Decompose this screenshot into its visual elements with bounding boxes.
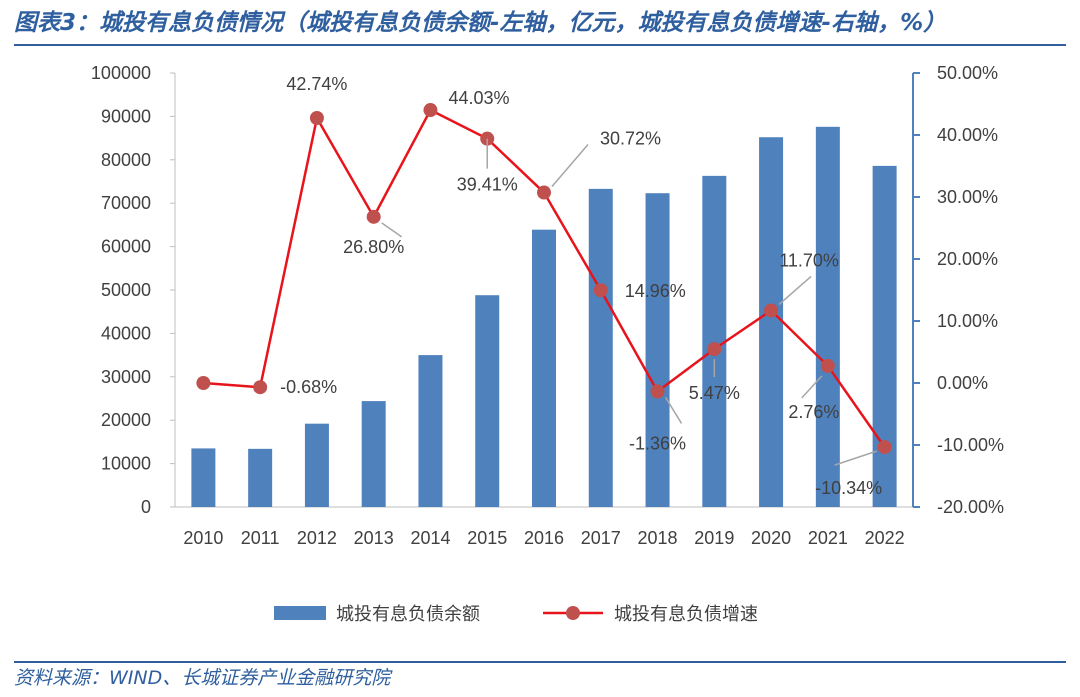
x-axis-tick-label: 2021: [808, 528, 848, 548]
x-axis-tick-label: 2012: [297, 528, 337, 548]
data-label: -0.68%: [280, 377, 337, 397]
data-label: 2.76%: [788, 402, 839, 422]
legend-label-bars: 城投有息负债余额: [336, 604, 480, 625]
right-axis-tick-label: 30.00%: [937, 187, 998, 207]
data-label: 11.70%: [779, 250, 839, 270]
x-axis-tick-label: 2010: [183, 528, 223, 548]
bar: [191, 448, 216, 507]
growth-point: [366, 209, 381, 224]
growth-point: [480, 131, 495, 146]
data-label: 26.80%: [343, 237, 404, 257]
bar: [759, 137, 784, 507]
left-axis-tick-label: 50000: [101, 280, 151, 300]
data-label-leader: [551, 144, 589, 188]
growth-point: [593, 283, 608, 298]
left-axis-tick-label: 70000: [101, 193, 151, 213]
growth-point: [309, 111, 324, 126]
bar: [815, 126, 840, 507]
bar: [475, 295, 500, 507]
growth-point: [650, 384, 665, 399]
legend-swatch-bars: [274, 606, 326, 620]
title-rule: [14, 44, 1066, 46]
bar: [361, 401, 386, 507]
growth-point: [196, 376, 211, 390]
left-axis-tick-label: 100000: [91, 63, 151, 83]
bar: [248, 448, 273, 507]
x-axis-tick-label: 2016: [524, 528, 564, 548]
growth-point: [707, 342, 722, 357]
x-axis-tick-label: 2022: [865, 528, 905, 548]
right-axis-tick-label: 40.00%: [937, 125, 998, 145]
data-label-leader: [381, 222, 403, 238]
right-axis-tick-label: 20.00%: [937, 249, 998, 269]
bar: [588, 188, 613, 508]
x-axis-tick-label: 2017: [581, 528, 621, 548]
bar: [532, 229, 556, 507]
data-label: 39.41%: [457, 175, 518, 195]
left-axis-tick-label: 90000: [101, 106, 151, 126]
source-note: 资料来源：WIND、长城证券产业金融研究院: [14, 667, 391, 689]
left-axis-tick-label: 0: [141, 497, 151, 517]
growth-point: [537, 185, 551, 200]
left-axis-tick-label: 20000: [101, 410, 151, 430]
right-axis-tick-label: -20.00%: [937, 497, 1004, 517]
x-axis-tick-label: 2019: [694, 528, 734, 548]
data-label: 5.47%: [689, 383, 740, 403]
data-label-leader: [834, 450, 877, 466]
x-axis-tick-label: 2020: [751, 528, 791, 548]
x-axis-tick-label: 2013: [354, 528, 394, 548]
x-axis-tick-label: 2018: [638, 528, 678, 548]
right-axis-tick-label: 0.00%: [937, 373, 988, 393]
left-axis-tick-label: 80000: [101, 150, 151, 170]
data-label-leader: [778, 275, 812, 306]
legend-label-line: 城投有息负债增速: [614, 604, 758, 625]
bar: [645, 193, 670, 507]
bar: [702, 175, 727, 507]
legend-swatch-marker: [566, 606, 580, 620]
growth-point: [253, 380, 268, 395]
left-axis-tick-label: 40000: [101, 323, 151, 343]
x-axis-tick-label: 2014: [410, 528, 450, 548]
data-label: -1.36%: [629, 433, 686, 453]
growth-point: [764, 303, 779, 318]
data-label-leader: [801, 375, 823, 399]
right-axis-tick-label: 50.00%: [937, 63, 998, 83]
data-label-leader: [664, 397, 683, 424]
data-label: -10.34%: [815, 478, 882, 498]
data-label: 30.72%: [600, 129, 661, 149]
data-label: 44.03%: [448, 88, 509, 108]
chart-title: 图表3：城投有息负债情况（城投有息负债余额-左轴，亿元，城投有息负债增速-右轴，…: [14, 10, 947, 36]
left-axis-tick-label: 60000: [101, 237, 151, 257]
combo-chart: 0 10000 20000 30000 40000 50000 60000 70000 8000…: [91, 63, 1004, 625]
x-axis-tick-label: 2011: [241, 528, 280, 548]
footer-rule: [14, 661, 1066, 663]
bar: [304, 423, 329, 507]
right-axis-tick-label: -10.00%: [937, 435, 1004, 455]
bar: [872, 165, 897, 507]
bar: [418, 355, 443, 507]
data-label: 42.74%: [286, 74, 347, 94]
growth-point: [423, 103, 438, 118]
left-axis-tick-label: 30000: [101, 367, 151, 387]
data-label: 14.96%: [625, 281, 686, 301]
growth-point: [877, 440, 892, 455]
right-axis-tick-label: 10.00%: [937, 311, 998, 331]
growth-point: [820, 358, 835, 373]
left-axis-tick-label: 10000: [101, 454, 151, 474]
x-axis-tick-label: 2015: [467, 528, 507, 548]
